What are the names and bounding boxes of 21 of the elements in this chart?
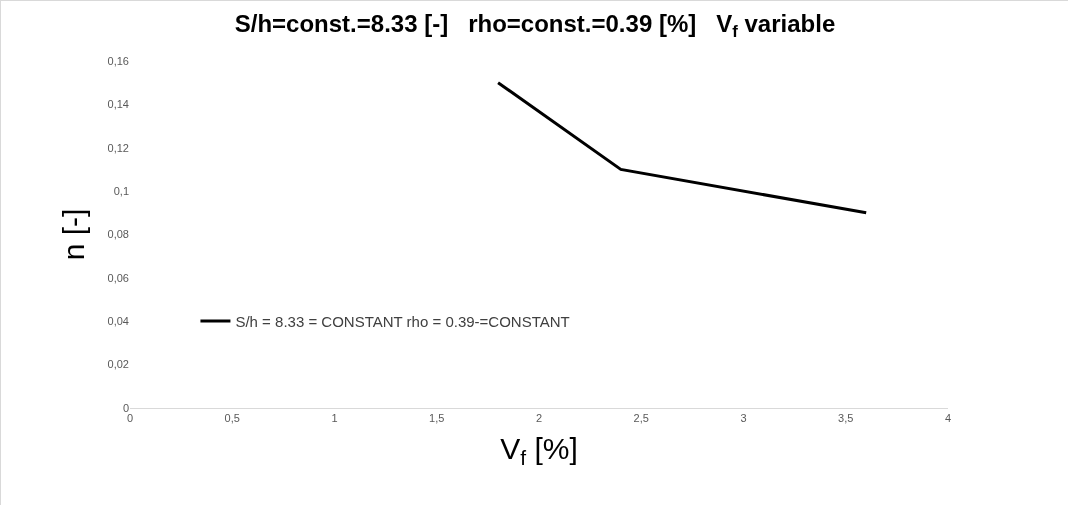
x-tick-label: 0,5 bbox=[224, 412, 240, 425]
y-tick-label: 0,08 bbox=[107, 228, 129, 241]
x-tick-label: 2,5 bbox=[633, 412, 649, 425]
y-tick-label: 0,12 bbox=[107, 141, 129, 154]
x-tick-label: 4 bbox=[944, 412, 952, 425]
y-tick-label: 0 bbox=[122, 401, 129, 414]
y-tick-label: 0,02 bbox=[107, 358, 129, 371]
legend-label: S/h = 8.33 = CONSTANT rho = 0.39-=CONSTANT bbox=[235, 312, 570, 330]
y-tick-label: 0,04 bbox=[107, 315, 129, 328]
y-axis-title: n [-] bbox=[56, 208, 90, 261]
x-tick-label: 1,5 bbox=[429, 412, 445, 425]
x-tick-label: 2 bbox=[535, 412, 543, 425]
y-tick-label: 0,06 bbox=[107, 271, 129, 284]
x-axis-title: V$_{f}$ [%] bbox=[500, 431, 578, 469]
chart-title: S/h=const.=8.33 [-] rho=const.=0.39 [%] V$_{f}$ variable bbox=[234, 10, 836, 42]
y-tick-label: 0,16 bbox=[107, 54, 129, 67]
y-tick-label: 0,1 bbox=[113, 184, 129, 197]
x-tick-label: 1 bbox=[331, 412, 338, 425]
x-tick-label: 3,5 bbox=[838, 412, 854, 425]
x-tick-label: 3 bbox=[740, 412, 747, 425]
y-tick-label: 0,14 bbox=[107, 98, 129, 111]
